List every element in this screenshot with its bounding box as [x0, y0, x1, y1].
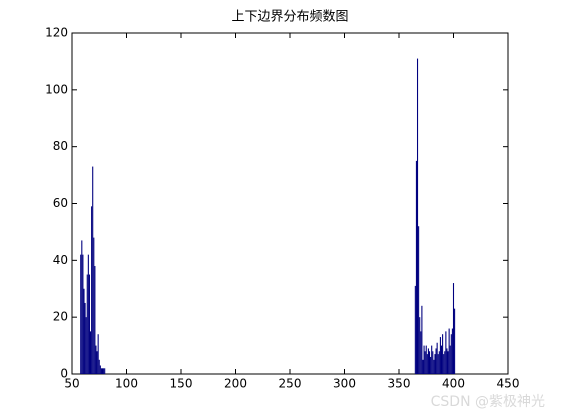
- bar: [428, 351, 431, 374]
- bar: [442, 334, 444, 374]
- bar: [87, 254, 89, 374]
- bar: [83, 288, 85, 374]
- x-tick-label: 300: [333, 377, 356, 391]
- bar: [98, 359, 100, 374]
- bar: [430, 356, 432, 374]
- bar: [419, 317, 421, 374]
- bar: [92, 166, 94, 374]
- bar: [438, 351, 440, 374]
- bar: [444, 351, 446, 374]
- bar: [450, 334, 452, 374]
- bar: [97, 334, 99, 374]
- x-tick-label: 450: [497, 377, 520, 391]
- x-tick-label: 50: [64, 377, 79, 391]
- bar: [437, 354, 439, 374]
- bar: [449, 345, 451, 374]
- bar: [101, 368, 104, 374]
- bar: [435, 348, 437, 374]
- bar: [448, 328, 450, 374]
- bar: [85, 317, 87, 374]
- x-tick-label: 150: [170, 377, 193, 391]
- bar: [420, 331, 422, 374]
- bar: [447, 351, 449, 374]
- bar: [103, 368, 105, 374]
- bar: [418, 226, 420, 374]
- y-tick-label: 40: [53, 253, 68, 267]
- bar: [425, 345, 427, 374]
- bar: [445, 331, 447, 374]
- bar: [88, 274, 90, 374]
- x-tick-label: 250: [279, 377, 302, 391]
- bar: [443, 354, 445, 374]
- bar: [416, 58, 419, 374]
- y-tick-label: 100: [45, 82, 68, 96]
- bar: [439, 337, 441, 374]
- bar: [104, 368, 106, 374]
- y-tick-label: 60: [53, 196, 68, 210]
- bar: [452, 283, 455, 374]
- bar: [423, 345, 425, 374]
- bar: [93, 237, 95, 374]
- y-tick-label: 20: [53, 310, 68, 324]
- y-tick-label: 80: [53, 139, 68, 153]
- bar: [433, 359, 435, 374]
- bar: [454, 308, 456, 374]
- x-tick-label: 200: [224, 377, 247, 391]
- x-tick-label: 100: [115, 377, 138, 391]
- bar: [414, 285, 416, 374]
- bar: [96, 351, 98, 374]
- bar: [427, 348, 429, 374]
- bar: [421, 305, 423, 374]
- bar: [415, 160, 417, 374]
- bar: [81, 240, 83, 374]
- bar: [84, 302, 86, 374]
- bar: [100, 368, 102, 374]
- bar: [80, 254, 82, 374]
- y-tick-label: 0: [60, 367, 68, 381]
- chart-title: 上下边界分布频数图: [231, 10, 348, 25]
- bar: [426, 354, 428, 374]
- x-tick-label: 400: [442, 377, 465, 391]
- bar: [436, 342, 438, 374]
- bar: [82, 254, 84, 374]
- bar: [86, 274, 88, 374]
- bar: [91, 206, 93, 374]
- bar: [424, 351, 426, 374]
- y-tick-label: 120: [45, 26, 68, 40]
- bar: [440, 345, 443, 374]
- bar: [451, 328, 453, 374]
- bar: [89, 331, 92, 374]
- bar: [446, 348, 448, 374]
- bar: [432, 351, 434, 374]
- bar: [434, 354, 436, 374]
- bar: [95, 345, 97, 374]
- bar: [422, 359, 424, 374]
- bar: [94, 266, 96, 374]
- x-tick-label: 350: [388, 377, 411, 391]
- bar: [99, 365, 101, 374]
- watermark: CSDN @紫极神光: [431, 394, 545, 410]
- bar: [431, 345, 433, 374]
